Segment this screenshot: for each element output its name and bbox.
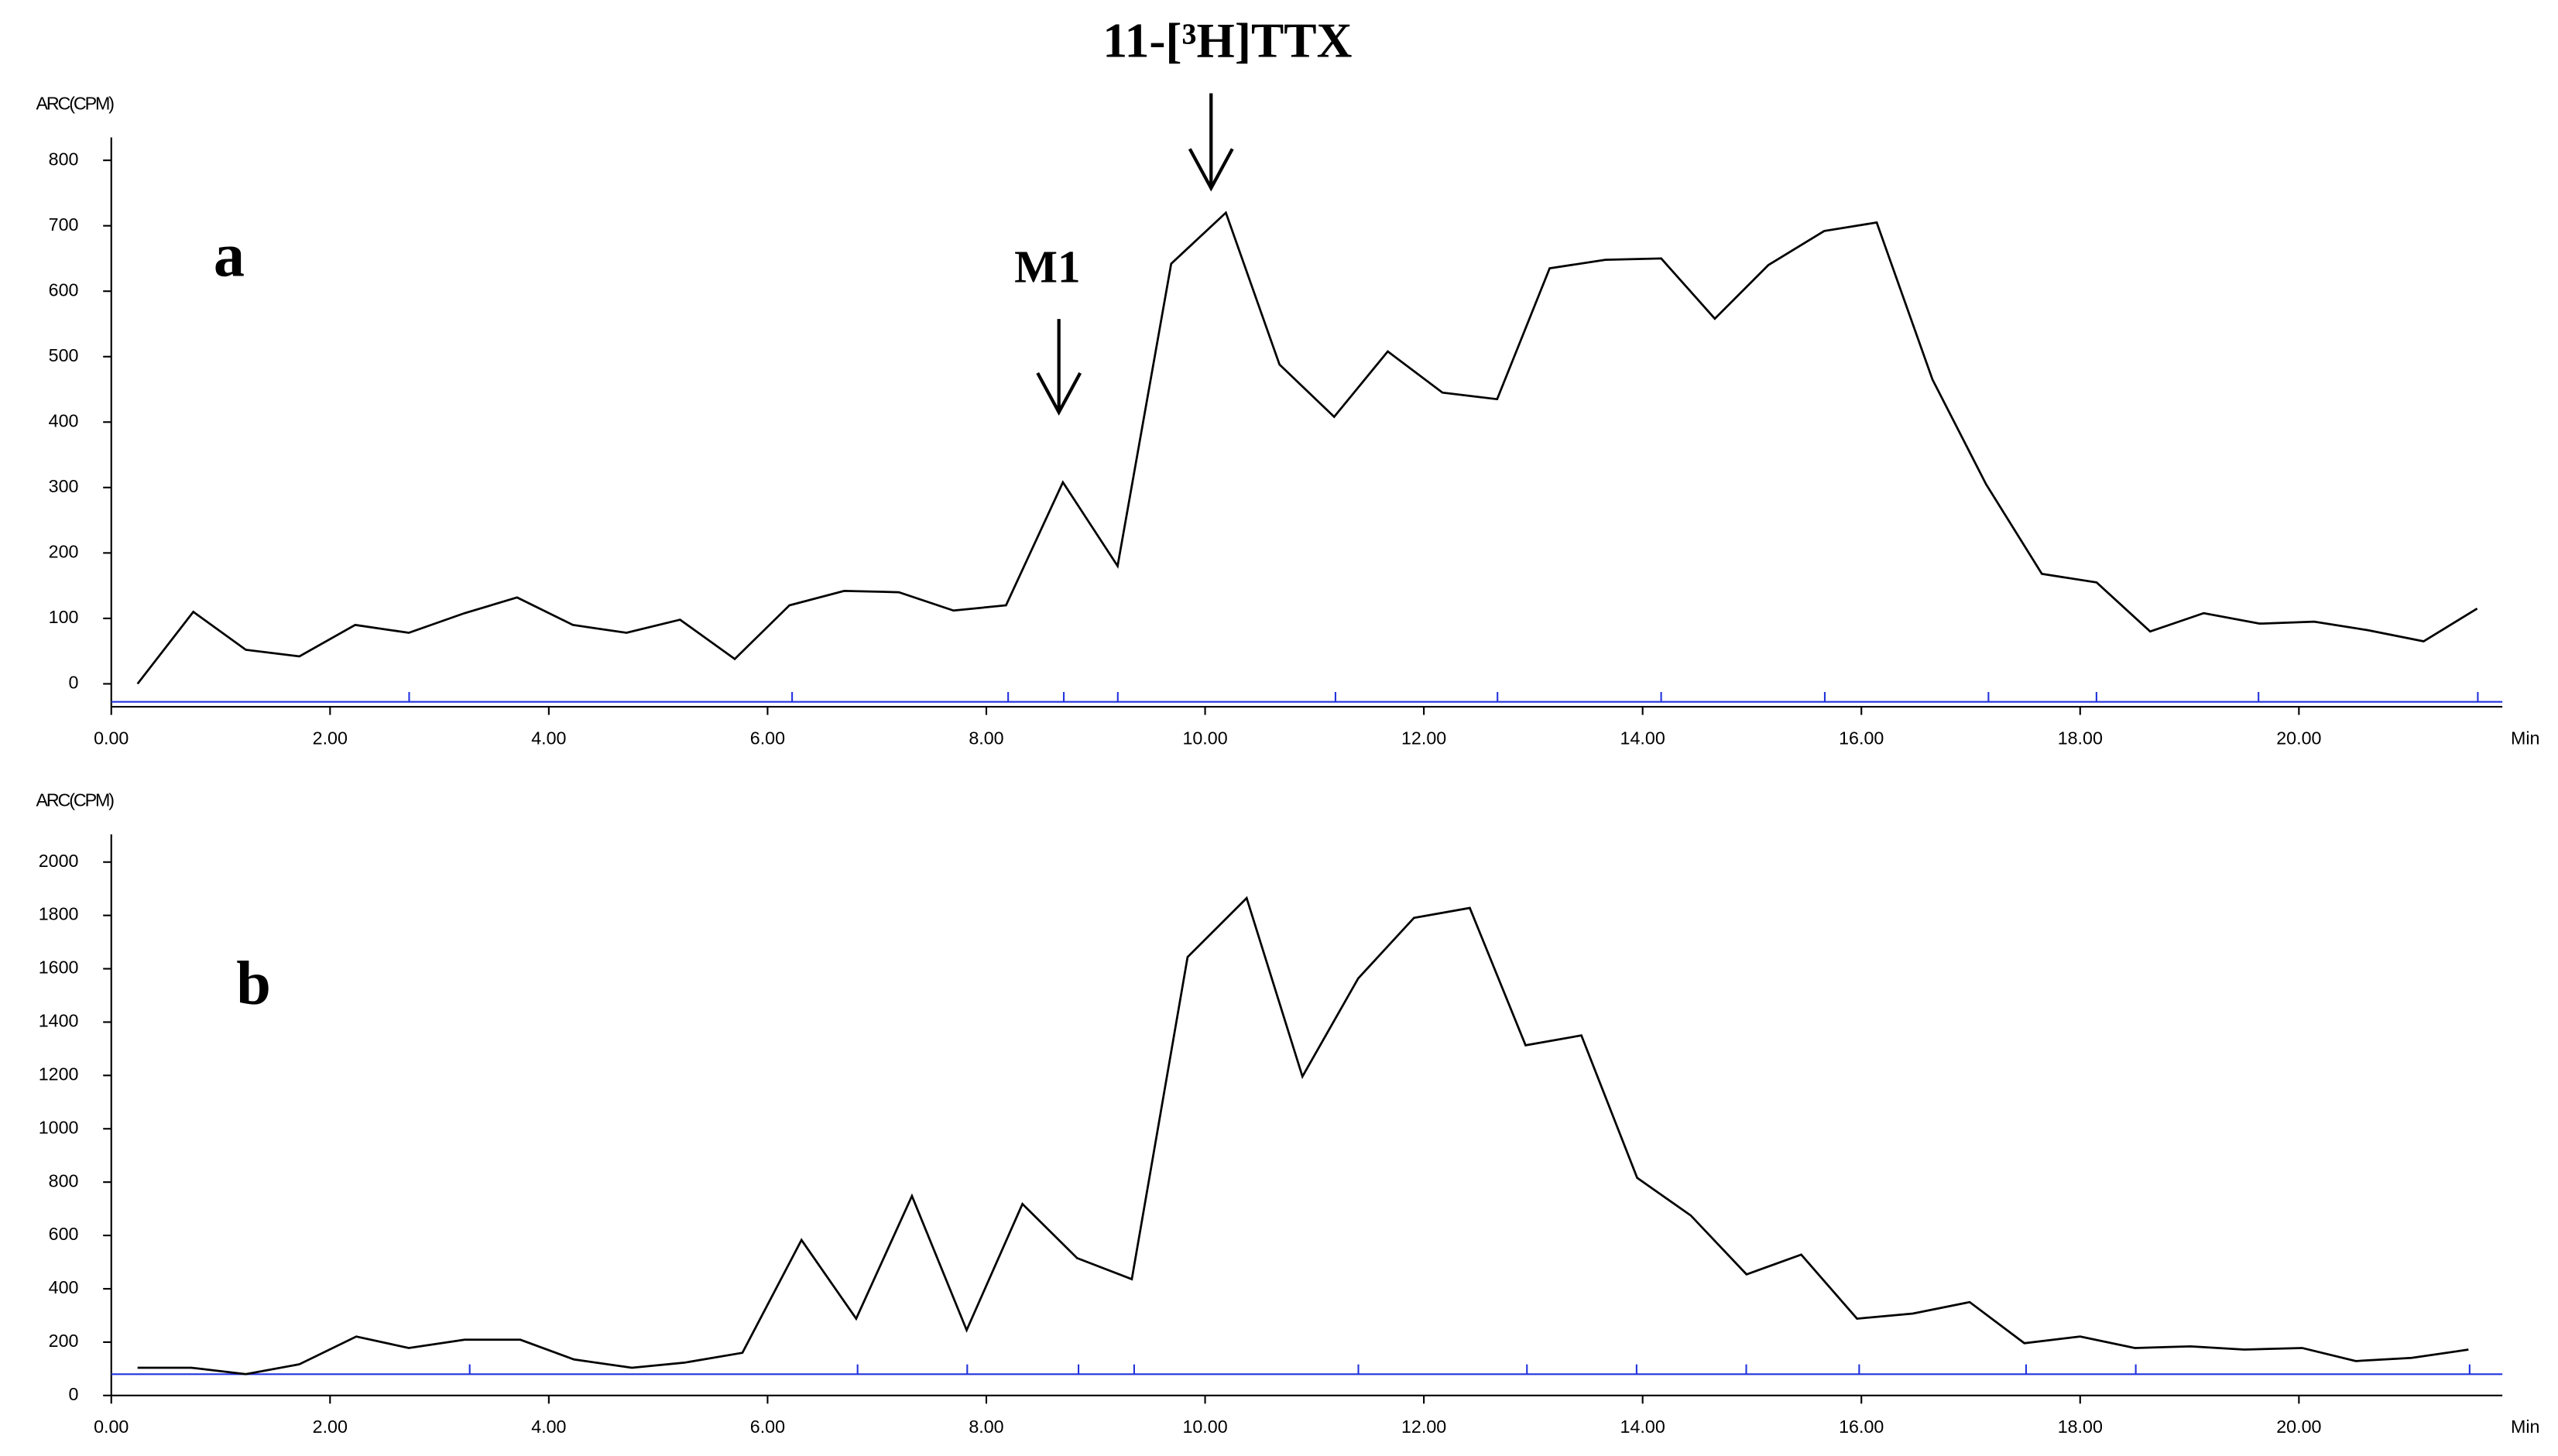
panel-label: b: [236, 949, 271, 1018]
x-axis-label: Min: [2511, 1417, 2539, 1437]
arrow-head: [1036, 372, 1082, 416]
x-tick-label: 8.00: [969, 728, 1003, 748]
x-tick-label: 12.00: [1401, 1417, 1446, 1437]
y-tick-label: 1200: [39, 1064, 79, 1084]
x-tick-label: 0.00: [94, 728, 129, 748]
x-tick-label: 18.00: [2058, 1417, 2103, 1437]
y-tick-label: 400: [49, 1277, 79, 1297]
x-tick-label: 12.00: [1401, 728, 1446, 748]
x-tick-label: 2.00: [313, 728, 348, 748]
panel-label: a: [214, 221, 245, 290]
x-tick-label: 10.00: [1182, 728, 1227, 748]
y-tick-label: 1600: [39, 958, 79, 978]
y-tick-label: 800: [49, 1170, 79, 1190]
x-tick-label: 4.00: [531, 1417, 566, 1437]
data-line: [137, 896, 2469, 1375]
x-tick-label: 6.00: [750, 1417, 785, 1437]
x-tick-label: 14.00: [1620, 728, 1665, 748]
x-tick-label: 20.00: [2276, 1417, 2321, 1437]
y-tick-label: 500: [49, 345, 79, 365]
y-tick-label: 300: [49, 476, 79, 496]
y-axis-label: ARC(CPM): [36, 790, 115, 810]
x-tick-label: 6.00: [750, 728, 785, 748]
x-tick-label: 20.00: [2276, 728, 2321, 748]
y-tick-label: 200: [49, 541, 79, 561]
arrow-head: [1188, 148, 1234, 192]
y-tick-label: 0: [69, 673, 79, 693]
annotation: M1: [1014, 241, 1080, 292]
y-tick-label: 2000: [39, 851, 79, 871]
y-tick-label: 1400: [39, 1011, 79, 1031]
x-tick-label: 14.00: [1620, 1417, 1665, 1437]
y-tick-label: 1800: [39, 904, 79, 924]
y-tick-label: 800: [49, 149, 79, 169]
x-tick-label: 10.00: [1182, 1417, 1227, 1437]
y-axis-label: ARC(CPM): [36, 93, 115, 113]
y-tick-label: 200: [49, 1331, 79, 1351]
x-tick-label: 16.00: [1839, 728, 1884, 748]
x-tick-label: 4.00: [531, 728, 566, 748]
x-tick-label: 2.00: [313, 1417, 348, 1437]
x-tick-label: 0.00: [94, 1417, 129, 1437]
y-tick-label: 0: [69, 1384, 79, 1404]
y-tick-label: 700: [49, 214, 79, 235]
x-tick-label: 16.00: [1839, 1417, 1884, 1437]
y-tick-label: 400: [49, 410, 79, 430]
y-tick-label: 600: [49, 1224, 79, 1244]
x-tick-label: 8.00: [969, 1417, 1003, 1437]
data-line: [136, 211, 2478, 685]
x-axis-label: Min: [2511, 728, 2539, 748]
annotation: 11-[³H]TTX: [1102, 13, 1352, 68]
y-tick-label: 1000: [39, 1117, 79, 1137]
x-tick-label: 18.00: [2058, 728, 2103, 748]
y-tick-label: 100: [49, 607, 79, 627]
y-tick-label: 600: [49, 279, 79, 300]
